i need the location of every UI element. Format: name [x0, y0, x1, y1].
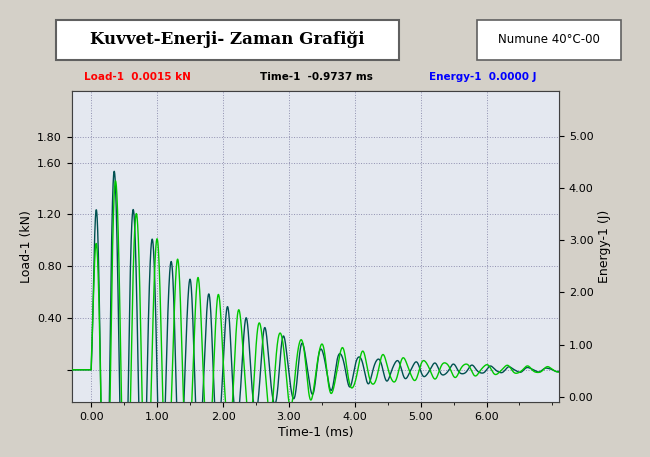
Text: Kuvvet-Enerji- Zaman Grafiği: Kuvvet-Enerji- Zaman Grafiği — [90, 31, 365, 48]
Text: Load-1  0.0015 kN: Load-1 0.0015 kN — [84, 72, 191, 82]
Text: Energy-1  0.0000 J: Energy-1 0.0000 J — [429, 72, 536, 82]
FancyBboxPatch shape — [55, 21, 400, 59]
Y-axis label: Energy-1 (J): Energy-1 (J) — [597, 210, 610, 283]
X-axis label: Time-1 (ms): Time-1 (ms) — [278, 426, 353, 439]
Y-axis label: Load-1 (kN): Load-1 (kN) — [20, 210, 33, 283]
Text: Time-1  -0.9737 ms: Time-1 -0.9737 ms — [260, 72, 373, 82]
Text: Numune 40°C-00: Numune 40°C-00 — [499, 32, 600, 46]
FancyBboxPatch shape — [478, 21, 621, 59]
